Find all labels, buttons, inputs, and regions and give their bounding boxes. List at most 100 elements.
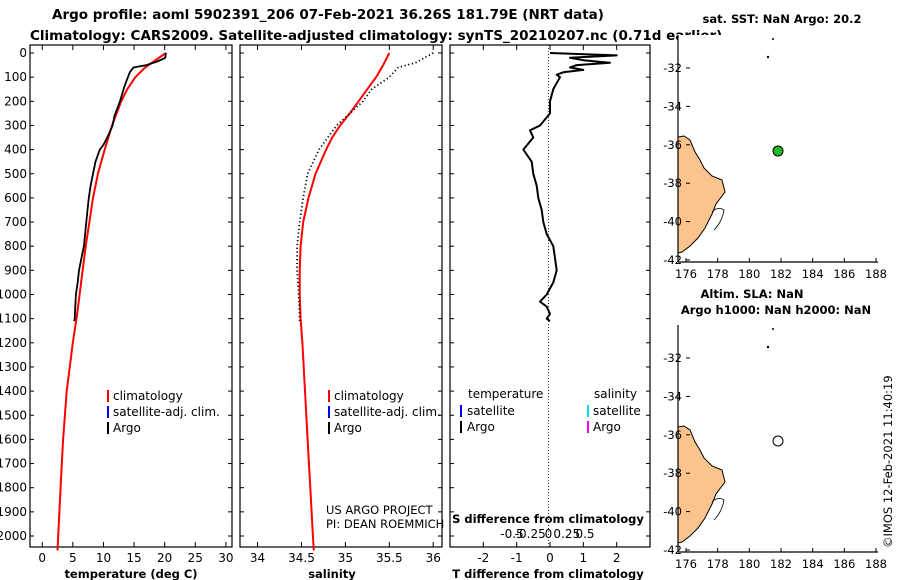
depth-tick-label: 500 xyxy=(4,167,27,181)
map-lon-tick-label: 188 xyxy=(865,267,887,281)
difference-x-axis: -2 -1 0 1 2 xyxy=(477,45,620,565)
map-lon-tick-label: 180 xyxy=(738,267,760,281)
map-bottom-ticks: 176 178 180 182 184 186 188 -32 -34 -36 -38 -40 -42 xyxy=(663,351,887,571)
depth-tick-label: 800 xyxy=(4,239,27,253)
map-lat-tick-label: -38 xyxy=(663,176,682,190)
x-tick-label: 5 xyxy=(69,551,77,565)
legend-label-t-satellite: satellite xyxy=(467,404,515,418)
map-bottom-title-1: Altim. SLA: NaN xyxy=(701,287,804,301)
map-top-coastline xyxy=(677,135,726,254)
difference-series xyxy=(522,52,618,322)
map-lat-tick-label: -34 xyxy=(663,99,682,113)
map-top-islet xyxy=(772,38,774,40)
salinity-difference-axis: -0.5-0.250 0.250.5 xyxy=(500,527,594,541)
depth-tick-label: 1300 xyxy=(0,360,27,374)
map-lat-tick-label: -40 xyxy=(663,215,682,229)
x-tick-label: 0 xyxy=(546,551,554,565)
legend-label-argo: Argo xyxy=(113,421,141,435)
x-tick-label: 2 xyxy=(613,551,621,565)
legend-label-t-argo: Argo xyxy=(467,420,495,434)
map-lat-tick-label: -36 xyxy=(663,138,682,152)
x-tick-label: -1 xyxy=(511,551,523,565)
depth-tick-label: 1900 xyxy=(0,505,27,519)
legend-label-satellite: satellite-adj. clim. xyxy=(334,405,441,419)
float-position-marker-top xyxy=(772,145,784,157)
depth-tick-label: 700 xyxy=(4,215,27,229)
legend-label-climatology: climatology xyxy=(113,389,183,403)
map-lon-tick-label: 176 xyxy=(675,267,697,281)
depth-tick-label: 0 xyxy=(19,46,27,60)
float-position-marker-bottom xyxy=(772,435,784,447)
s-diff-tick-label: -0.25 xyxy=(515,527,546,541)
map-lon-tick-label: 186 xyxy=(833,557,855,571)
depth-tick-label: 100 xyxy=(4,70,27,84)
depth-tick-label: 600 xyxy=(4,191,27,205)
x-tick-label: 34 xyxy=(250,551,265,565)
depth-tick-label: 1400 xyxy=(0,384,27,398)
s-difference-axis-label: S difference from climatology xyxy=(452,512,644,526)
depth-tick-label: 1700 xyxy=(0,457,27,471)
legend-label-climatology: climatology xyxy=(334,389,404,403)
x-tick-label: 10 xyxy=(96,551,111,565)
map-bottom-title-2: Argo h1000: NaN h2000: NaN xyxy=(681,303,871,317)
salinity-series xyxy=(296,52,434,551)
imos-timestamp: ©IMOS 12-Feb-2021 11:40:19 xyxy=(881,375,895,548)
legend-label-argo: Argo xyxy=(334,421,362,435)
legend-label-s-satellite: satellite xyxy=(593,404,641,418)
map-lat-tick-label: -40 xyxy=(663,505,682,519)
x-tick-label: 20 xyxy=(157,551,172,565)
map-bottom-islet xyxy=(772,328,774,330)
map-lat-tick-label: -32 xyxy=(663,61,682,75)
depth-tick-label: 200 xyxy=(4,94,27,108)
map-lon-tick-label: 178 xyxy=(707,267,729,281)
difference-panel-frame xyxy=(449,44,651,548)
map-bottom-islet xyxy=(766,345,770,349)
temperature-x-axis: 0 5 10 15 20 25 30 xyxy=(38,45,234,565)
map-top-title: sat. SST: NaN Argo: 20.2 xyxy=(702,12,861,26)
s-diff-tick-label: -0.5 xyxy=(500,527,523,541)
x-tick-label: -2 xyxy=(477,551,489,565)
depth-tick-label: 1600 xyxy=(0,432,27,446)
legend-header-temperature: temperature xyxy=(468,387,543,401)
map-lat-tick-label: -42 xyxy=(663,253,682,267)
x-tick-label: 34.5 xyxy=(288,551,315,565)
map-lat-tick-label: -34 xyxy=(663,389,682,403)
x-tick-label: 1 xyxy=(580,551,588,565)
map-lon-tick-label: 184 xyxy=(802,557,824,571)
series-line-argo xyxy=(296,52,434,322)
map-lon-tick-label: 182 xyxy=(770,267,792,281)
depth-tick-label: 1200 xyxy=(0,336,27,350)
salinity-axis-label: salinity xyxy=(308,567,356,580)
map-top-ticks: 176 178 180 182 184 186 188 -32 -34 -36 -38 -40 -42 xyxy=(663,61,887,281)
series-line-argo xyxy=(73,52,167,322)
temperature-series xyxy=(56,52,167,551)
salinity-legend: climatology satellite-adj. clim. Argo xyxy=(328,389,441,435)
map-lon-tick-label: 178 xyxy=(707,557,729,571)
map-lon-tick-label: 188 xyxy=(865,557,887,571)
map-lat-tick-label: -42 xyxy=(663,543,682,557)
map-bottom-coastline xyxy=(677,425,726,544)
x-tick-label: 25 xyxy=(188,551,203,565)
depth-tick-label: 300 xyxy=(4,118,27,132)
depth-tick-label: 1000 xyxy=(0,288,27,302)
difference-legend: temperature salinity satellite Argo sate… xyxy=(460,387,641,434)
t-difference-axis-label: T difference from climatology xyxy=(452,567,644,580)
title-line-2: Climatology: CARS2009. Satellite-adjuste… xyxy=(30,28,722,44)
legend-label-satellite: satellite-adj. clim. xyxy=(113,405,220,419)
x-tick-label: 0 xyxy=(38,551,46,565)
map-top xyxy=(677,35,878,263)
depth-tick-label: 1100 xyxy=(0,312,27,326)
series-line-argo-t-diff xyxy=(522,52,618,322)
map-lon-tick-label: 184 xyxy=(802,267,824,281)
map-top-islet xyxy=(766,55,770,59)
map-lon-tick-label: 176 xyxy=(675,557,697,571)
depth-axis: 0 100 200 300 400 500 600 700 800 900 1000 1100 1200… xyxy=(0,46,650,543)
temperature-axis-label: temperature (deg C) xyxy=(64,567,197,580)
project-label: US ARGO PROJECT xyxy=(326,503,434,517)
temperature-panel-frame xyxy=(29,44,233,548)
map-lat-tick-label: -32 xyxy=(663,351,682,365)
temperature-legend: climatology satellite-adj. clim. Argo xyxy=(107,389,220,435)
map-lon-tick-label: 180 xyxy=(738,557,760,571)
map-lat-tick-label: -38 xyxy=(663,466,682,480)
